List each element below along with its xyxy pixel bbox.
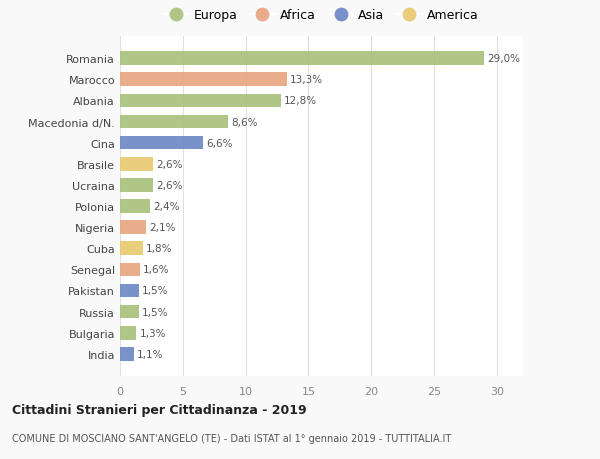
Text: 1,1%: 1,1%	[137, 349, 163, 359]
Text: 1,8%: 1,8%	[146, 244, 172, 254]
Bar	[120, 284, 139, 298]
Bar	[120, 115, 228, 129]
Text: 29,0%: 29,0%	[487, 54, 520, 64]
Bar	[120, 242, 143, 256]
Bar	[120, 326, 136, 340]
Bar	[120, 305, 139, 319]
Text: 1,6%: 1,6%	[143, 265, 170, 275]
Legend: Europa, Africa, Asia, America: Europa, Africa, Asia, America	[163, 9, 479, 22]
Text: 13,3%: 13,3%	[290, 75, 323, 85]
Text: 2,1%: 2,1%	[149, 223, 176, 233]
Text: 1,5%: 1,5%	[142, 307, 169, 317]
Text: 8,6%: 8,6%	[231, 117, 257, 127]
Text: COMUNE DI MOSCIANO SANT'ANGELO (TE) - Dati ISTAT al 1° gennaio 2019 - TUTTITALIA: COMUNE DI MOSCIANO SANT'ANGELO (TE) - Da…	[12, 433, 451, 442]
Bar	[120, 221, 146, 235]
Text: 2,6%: 2,6%	[156, 159, 182, 169]
Bar	[120, 347, 134, 361]
Bar	[120, 52, 484, 66]
Bar	[120, 136, 203, 150]
Bar	[120, 200, 150, 213]
Bar	[120, 94, 281, 108]
Text: 1,5%: 1,5%	[142, 286, 169, 296]
Text: 2,4%: 2,4%	[153, 202, 180, 212]
Bar	[120, 263, 140, 277]
Bar	[120, 179, 152, 192]
Text: 1,3%: 1,3%	[139, 328, 166, 338]
Text: 6,6%: 6,6%	[206, 138, 233, 148]
Text: Cittadini Stranieri per Cittadinanza - 2019: Cittadini Stranieri per Cittadinanza - 2…	[12, 403, 307, 416]
Bar	[120, 73, 287, 87]
Text: 12,8%: 12,8%	[284, 96, 317, 106]
Bar	[120, 157, 152, 171]
Text: 2,6%: 2,6%	[156, 180, 182, 190]
